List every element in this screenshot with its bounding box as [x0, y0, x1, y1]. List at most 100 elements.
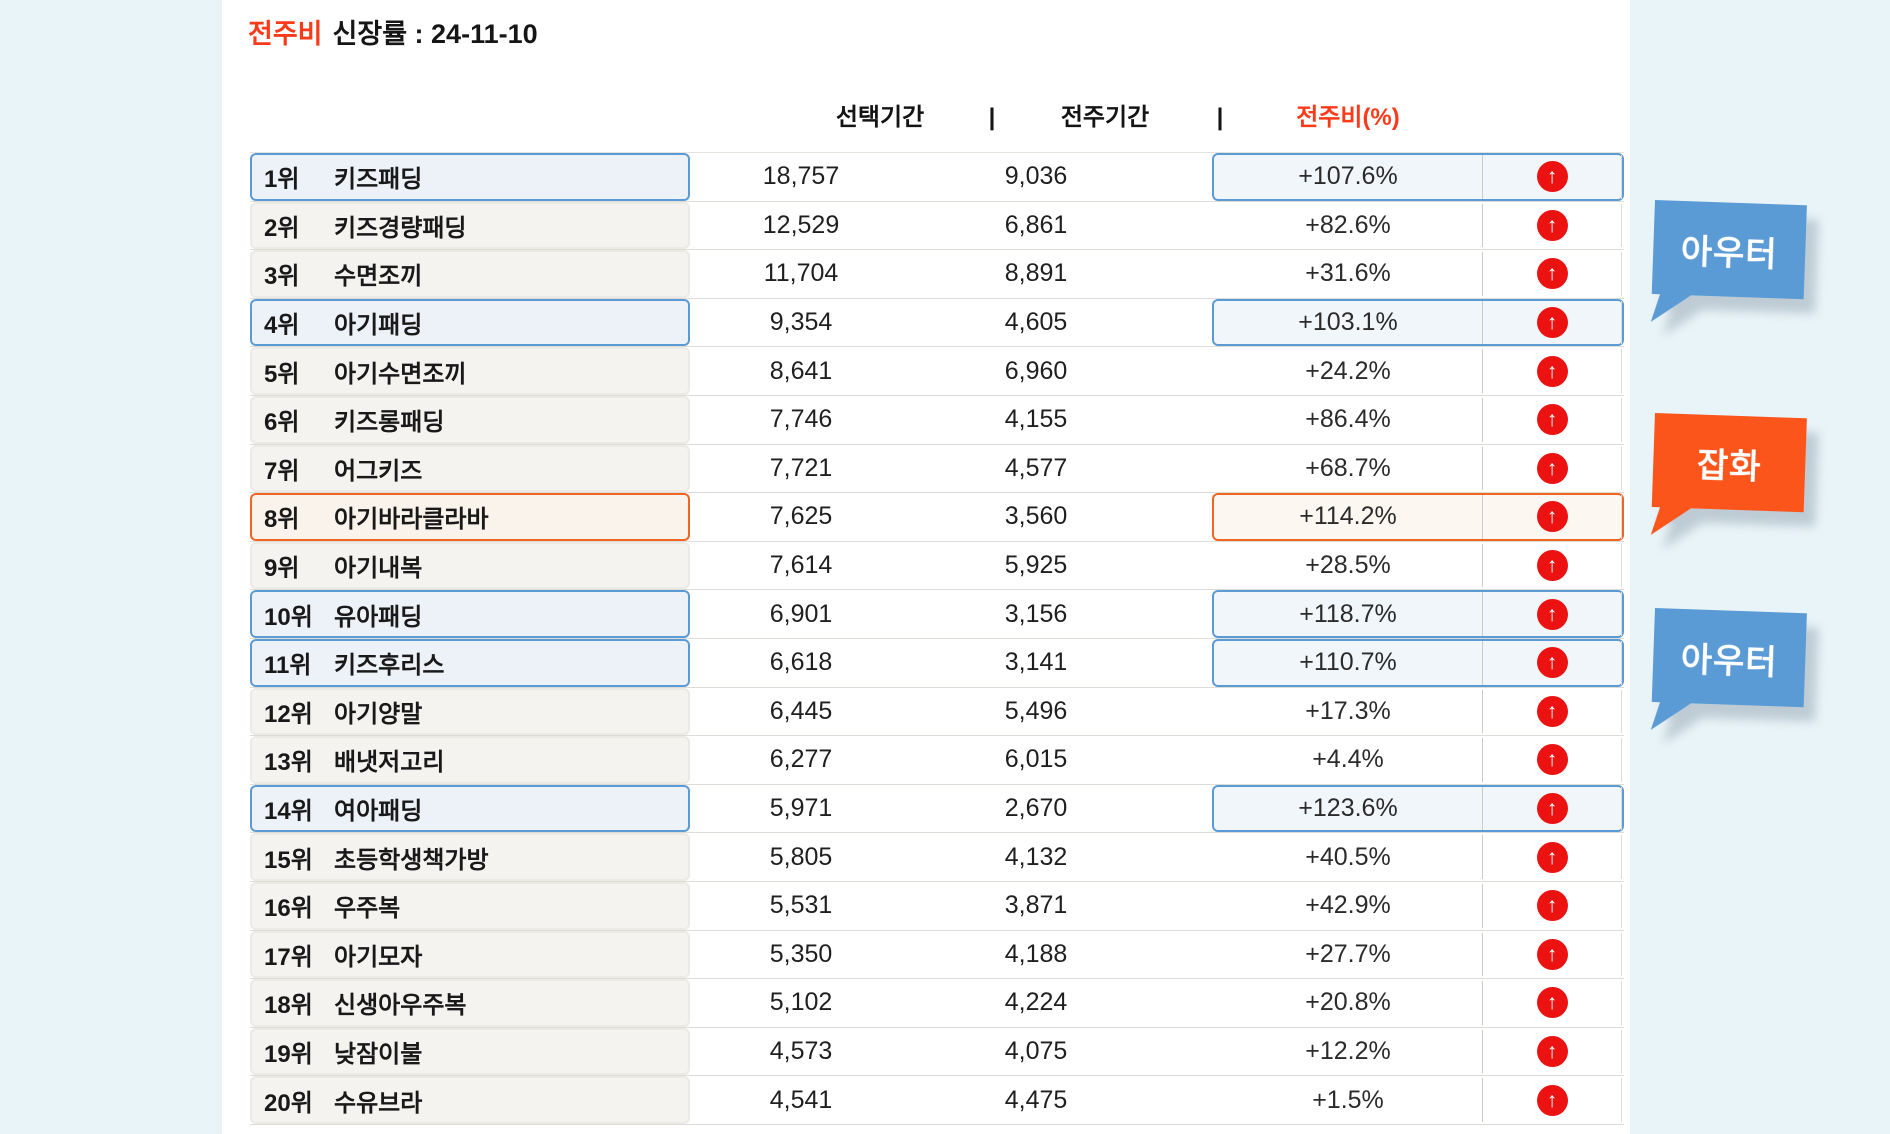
trend-cell: ↑ [1482, 883, 1622, 928]
title-accent-text: 전주비 [248, 19, 323, 49]
up-arrow-icon: ↑ [1536, 987, 1568, 1019]
table-row[interactable]: 12위 아기양말 6,445 5,496 +17.3% ↑ [250, 687, 1624, 737]
table-row[interactable]: 18위 신생아우주복 5,102 4,224 +20.8% ↑ [250, 979, 1624, 1028]
selected-period-value: 9,354 [769, 308, 833, 337]
keyword-cell[interactable]: 8위 아기바라클라바 [250, 493, 690, 541]
keyword-cell[interactable]: 2위 키즈경량패딩 [250, 201, 690, 250]
selected-period-value: 6,445 [769, 696, 833, 725]
change-cell-group: +1.5% ↑ [1212, 1076, 1624, 1124]
keyword-label: 어그키즈 [334, 457, 423, 485]
change-cell-group: +24.2% ↑ [1212, 347, 1624, 395]
trend-cell: ↑ [1482, 640, 1622, 685]
keyword-cell[interactable]: 11위 키즈후리스 [250, 638, 690, 687]
selected-period-value: 7,614 [769, 551, 833, 580]
up-arrow-icon: ↑ [1536, 258, 1568, 290]
keyword-cell[interactable]: 4위 아기패딩 [250, 298, 690, 347]
keyword-cell[interactable]: 12위 아기양말 [250, 687, 690, 736]
callout-label: 잡화 [1696, 446, 1763, 487]
keyword-cell[interactable]: 3위 수면조끼 [250, 250, 690, 298]
selected-period-value: 8,641 [769, 356, 833, 385]
table-row[interactable]: 5위 아기수면조끼 8,641 6,960 +24.2% ↑ [250, 347, 1624, 396]
table-row[interactable]: 2위 키즈경량패딩 12,529 6,861 +82.6% ↑ [250, 201, 1624, 251]
table-row[interactable]: 14위 여아패딩 5,971 2,670 +123.6% ↑ [250, 784, 1624, 834]
rank-label: 4위 [264, 312, 300, 340]
keyword-cell[interactable]: 10위 유아패딩 [250, 590, 690, 638]
table-row[interactable]: 1위 키즈패딩 18,757 9,036 +107.6% ↑ [250, 153, 1624, 202]
keyword-cell[interactable]: 17위 아기모자 [250, 930, 690, 979]
keyword-cell[interactable]: 20위 수유브라 [250, 1076, 690, 1124]
trend-cell: ↑ [1482, 446, 1622, 491]
column-gap [1160, 493, 1212, 541]
table-row[interactable]: 17위 아기모자 5,350 4,188 +27.7% ↑ [250, 930, 1624, 980]
rank-label: 10위 [264, 603, 313, 631]
keyword-cell[interactable]: 7위 어그키즈 [250, 444, 690, 493]
report-title: 전주비 신장률 : 24-11-10 [248, 12, 538, 51]
rank-label: 2위 [264, 214, 300, 242]
column-gap [1160, 979, 1212, 1027]
keyword-label: 키즈롱패딩 [334, 409, 445, 437]
rank-label: 13위 [264, 749, 313, 777]
keyword-cell[interactable]: 18위 신생아우주복 [250, 979, 690, 1027]
selected-period-value: 6,277 [769, 745, 833, 774]
keyword-label: 아기모자 [334, 943, 423, 971]
table-row[interactable]: 4위 아기패딩 9,354 4,605 +103.1% ↑ [250, 298, 1624, 348]
keyword-cell[interactable]: 16위 우주복 [250, 881, 690, 930]
rank-label: 8위 [264, 506, 300, 534]
selected-period-value: 5,531 [769, 891, 833, 920]
change-cell-group: +110.7% ↑ [1212, 638, 1624, 687]
table-row[interactable]: 3위 수면조끼 11,704 8,891 +31.6% ↑ [250, 250, 1624, 299]
trend-cell: ↑ [1482, 495, 1622, 539]
trend-cell: ↑ [1482, 155, 1622, 199]
change-cell-group: +42.9% ↑ [1212, 882, 1624, 930]
trend-cell: ↑ [1482, 981, 1622, 1025]
keyword-cell[interactable]: 19위 낮잠이불 [250, 1027, 690, 1076]
previous-period-value: 3,156 [1004, 599, 1068, 628]
selected-period-value: 6,901 [769, 599, 833, 628]
keyword-label: 아기바라클라바 [334, 506, 489, 534]
previous-period-value: 6,960 [1004, 356, 1068, 385]
change-percent-value: +24.2% [1305, 356, 1391, 385]
column-gap [1160, 785, 1212, 833]
change-cell-group: +28.5% ↑ [1212, 542, 1624, 590]
change-percent-value: +86.4% [1305, 405, 1391, 434]
previous-period-value: 4,224 [1004, 988, 1068, 1017]
change-percent-value: +27.7% [1305, 939, 1391, 968]
keyword-label: 키즈패딩 [334, 166, 423, 194]
rank-label: 1위 [264, 166, 300, 194]
previous-period-value: 4,132 [1004, 842, 1068, 871]
table-row[interactable]: 9위 아기내복 7,614 5,925 +28.5% ↑ [250, 541, 1624, 591]
change-cell-group: +82.6% ↑ [1212, 202, 1624, 250]
trend-cell: ↑ [1482, 738, 1622, 782]
previous-period-value: 3,141 [1004, 648, 1068, 677]
table-row[interactable]: 7위 어그키즈 7,721 4,577 +68.7% ↑ [250, 444, 1624, 494]
keyword-cell[interactable]: 13위 배냇저고리 [250, 736, 690, 784]
column-gap [1160, 639, 1212, 687]
rank-label: 14위 [264, 798, 313, 826]
table-row[interactable]: 10위 유아패딩 6,901 3,156 +118.7% ↑ [250, 590, 1624, 639]
keyword-cell[interactable]: 15위 초등학생책가방 [250, 833, 690, 881]
table-row[interactable]: 11위 키즈후리스 6,618 3,141 +110.7% ↑ [250, 638, 1624, 688]
trend-cell: ↑ [1482, 835, 1622, 879]
table-row[interactable]: 16위 우주복 5,531 3,871 +42.9% ↑ [250, 881, 1624, 931]
table-row[interactable]: 19위 낮잠이불 4,573 4,075 +12.2% ↑ [250, 1027, 1624, 1077]
keyword-label: 아기내복 [334, 555, 423, 583]
table-row[interactable]: 6위 키즈롱패딩 7,746 4,155 +86.4% ↑ [250, 395, 1624, 445]
change-percent-value: +40.5% [1305, 842, 1391, 871]
change-percent-value: +4.4% [1312, 745, 1384, 774]
keyword-cell[interactable]: 6위 키즈롱패딩 [250, 395, 690, 444]
keyword-cell[interactable]: 5위 아기수면조끼 [250, 347, 690, 395]
table-row[interactable]: 8위 아기바라클라바 7,625 3,560 +114.2% ↑ [250, 493, 1624, 542]
trend-cell: ↑ [1482, 397, 1622, 442]
table-row[interactable]: 15위 초등학생책가방 5,805 4,132 +40.5% ↑ [250, 833, 1624, 882]
keyword-label: 배냇저고리 [334, 749, 445, 777]
keyword-cell[interactable]: 1위 키즈패딩 [250, 153, 690, 201]
change-percent-value: +118.7% [1299, 599, 1397, 628]
table-row[interactable]: 20위 수유브라 4,541 4,475 +1.5% ↑ [250, 1076, 1624, 1125]
table-row[interactable]: 13위 배냇저고리 6,277 6,015 +4.4% ↑ [250, 736, 1624, 785]
up-arrow-icon: ↑ [1536, 501, 1568, 533]
keyword-cell[interactable]: 9위 아기내복 [250, 541, 690, 590]
up-arrow-icon: ↑ [1536, 647, 1568, 679]
keyword-cell[interactable]: 14위 여아패딩 [250, 784, 690, 833]
up-arrow-icon: ↑ [1536, 161, 1568, 193]
keyword-label: 여아패딩 [334, 798, 423, 826]
